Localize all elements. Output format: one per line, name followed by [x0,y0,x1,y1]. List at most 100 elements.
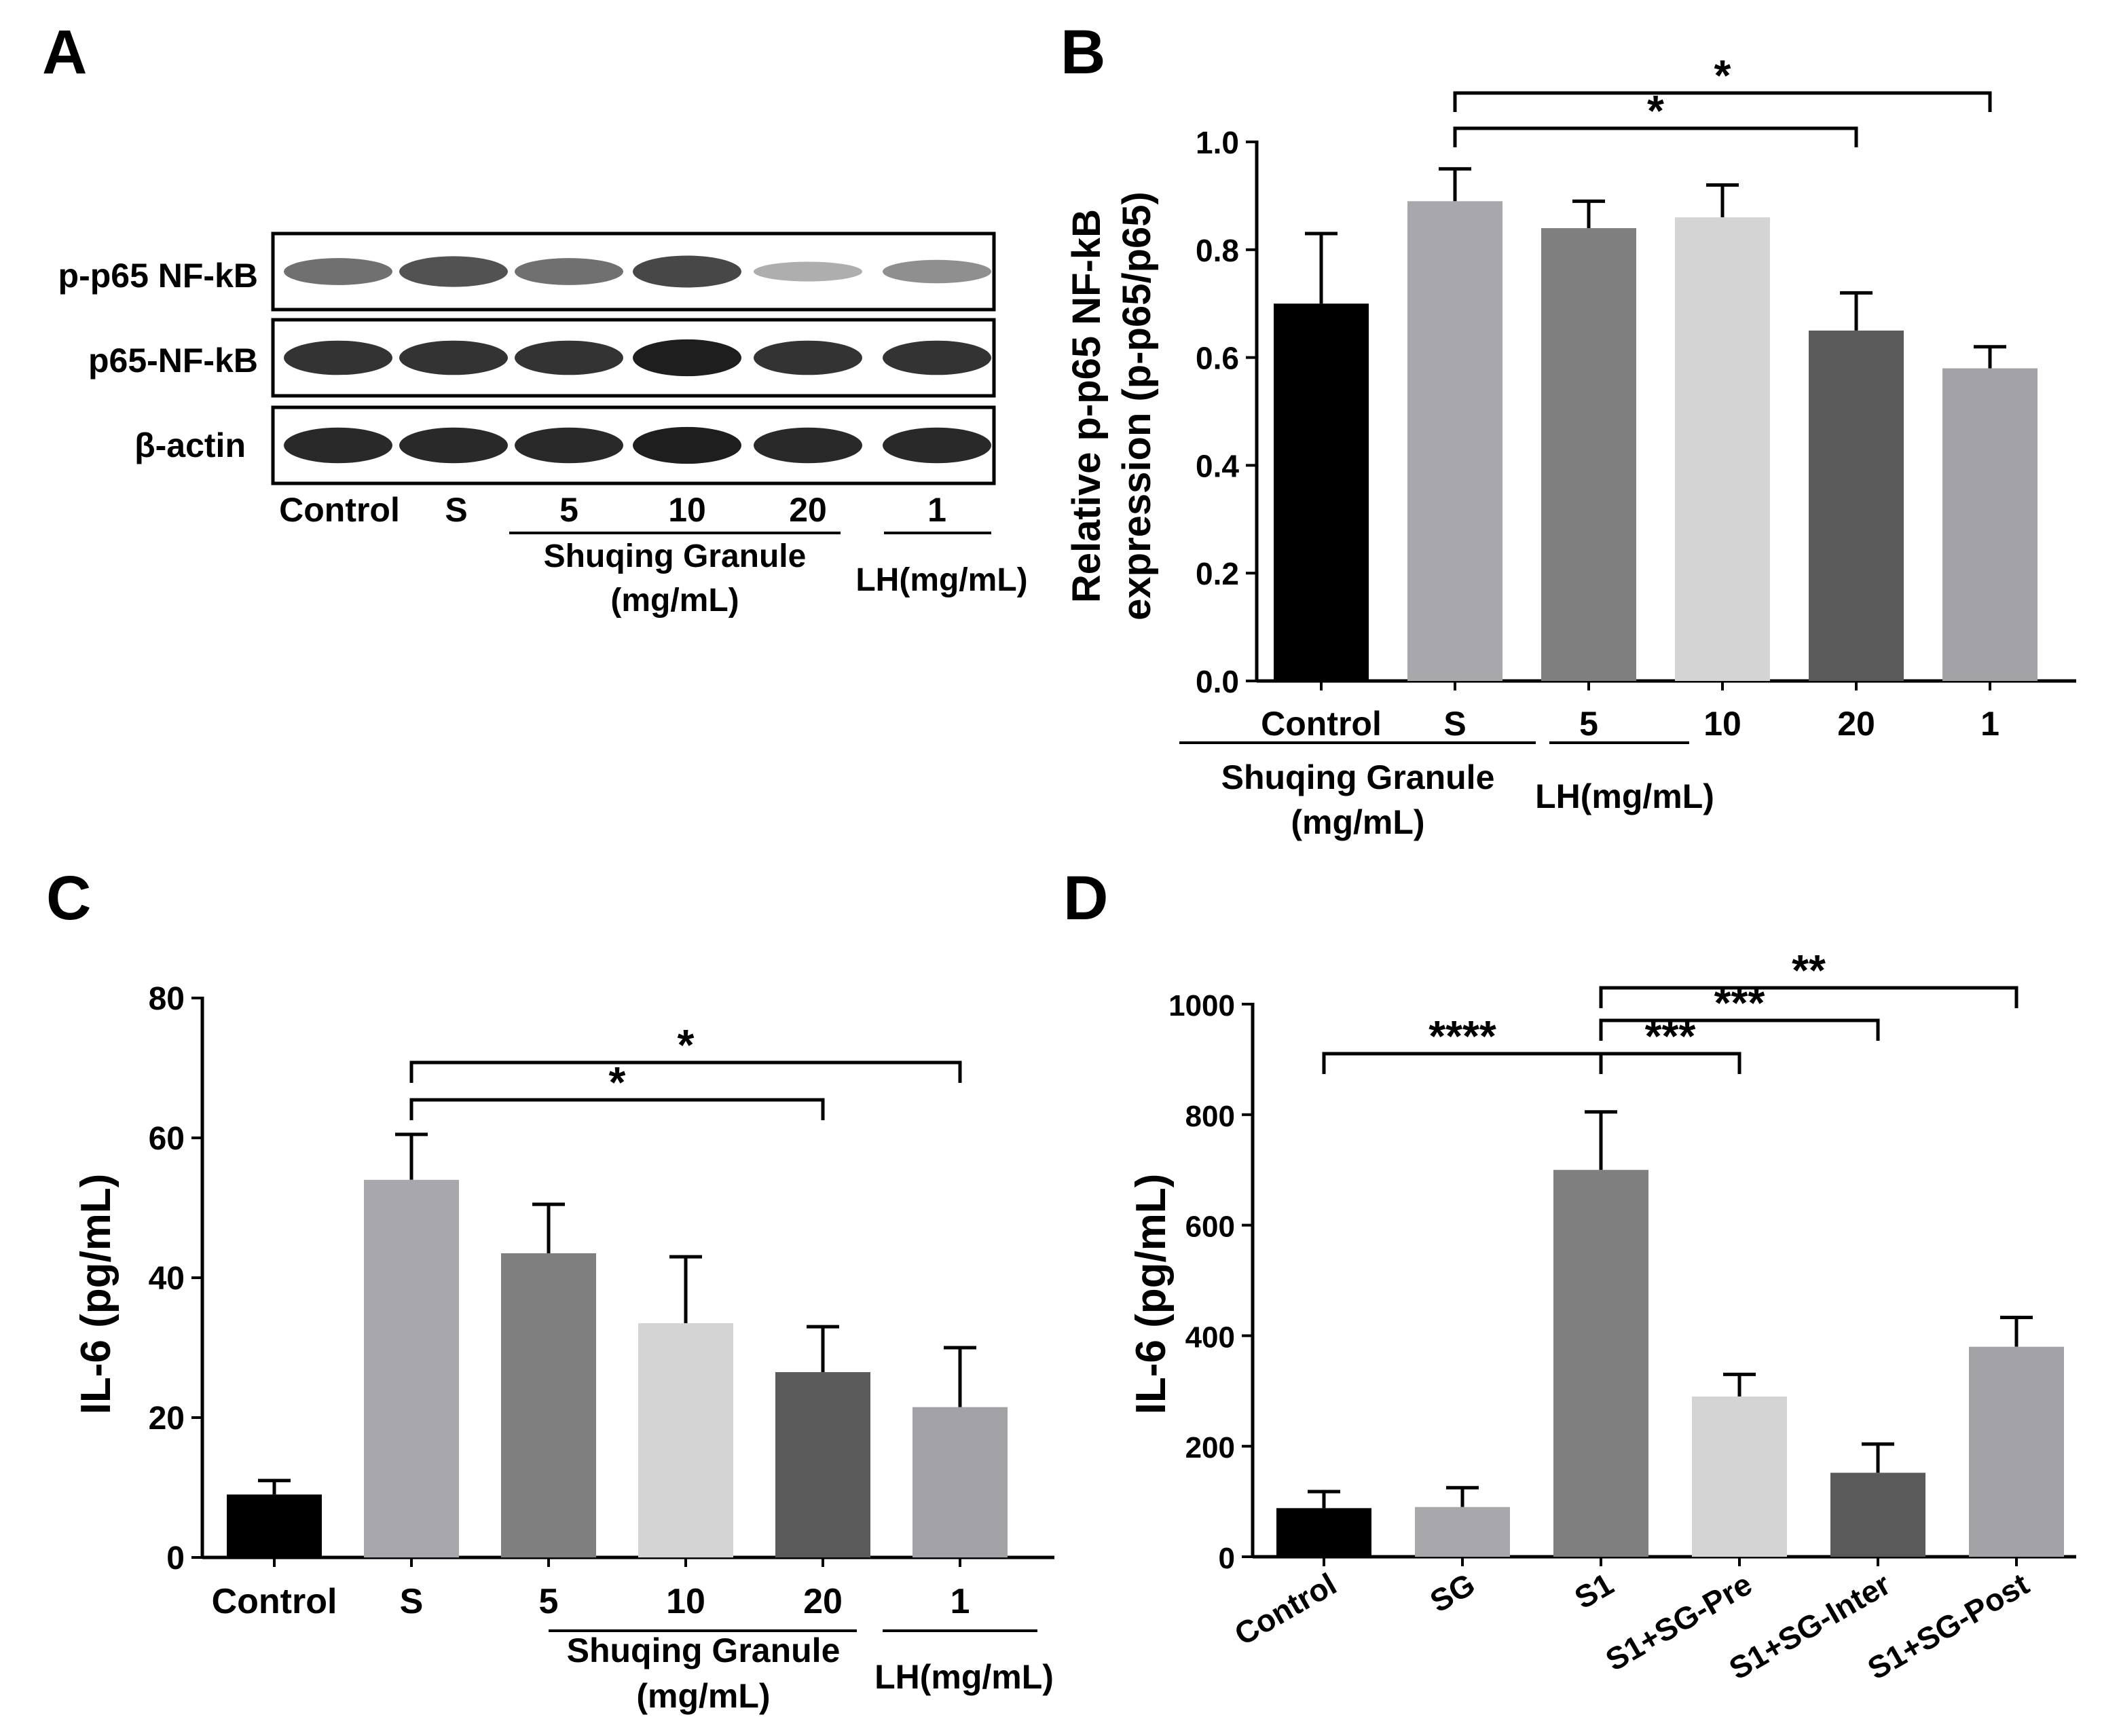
blot-bands [284,255,991,464]
blot-band [399,427,508,464]
y-tick-label: 0.8 [1196,233,1239,268]
blot-band [399,256,508,287]
chart-c-group-units-sg: (mg/mL) [636,1677,770,1715]
bar [775,1372,870,1557]
x-tick-label: S [1443,705,1466,743]
bar [912,1407,1008,1557]
significance-label: **** [1428,1012,1496,1060]
panel-a-letter: A [42,18,87,87]
x-tick-label: 1 [951,1582,970,1621]
x-tick-label: SG [1424,1566,1481,1619]
blot-band [754,427,862,464]
blot-band [284,258,392,285]
y-tick-label: 60 [149,1121,185,1157]
bar [1541,228,1636,681]
bar [501,1253,596,1557]
blot-band [284,340,392,375]
panel-b: B Relative p-p65 NF-kB expression (p-p65… [1061,18,2076,841]
bar [638,1323,733,1557]
bar [1830,1473,1925,1557]
significance-bracket [1453,126,1858,147]
significance-bracket [409,1060,962,1083]
blot-row-label-p-p65: p-p65 NF-kB [58,257,258,295]
x-tick-label: 10 [666,1582,705,1621]
bar [1274,303,1369,681]
blot-row-label-p65: p65-NF-kB [88,341,258,380]
blot-band [633,426,741,464]
bar [364,1179,459,1557]
x-tick-label: 5 [539,1582,559,1621]
significance-bracket [1599,1018,1880,1041]
bar [1809,330,1904,681]
panel-c-letter: C [46,864,91,933]
blot-lane-label: 10 [668,491,706,529]
blot-band [633,255,741,288]
bar [1692,1396,1787,1557]
bar [1553,1170,1648,1557]
y-tick-label: 0.2 [1196,556,1239,591]
blot-band [515,258,623,285]
x-tick-label: 5 [1579,705,1598,743]
y-tick-label: 800 [1185,1100,1235,1133]
x-tick-label: 1 [1980,705,1999,743]
bar [1969,1346,2064,1557]
x-tick-label: Control [1261,705,1382,743]
chart-d-ylabel: IL-6 (pg/mL) [1128,1174,1175,1415]
y-tick-label: 40 [149,1261,185,1297]
panel-d-letter: D [1063,864,1108,933]
chart-c-ylabel: IL-6 (pg/mL) [73,1174,119,1415]
x-tick-label: 10 [1703,705,1741,743]
chart-c-group-label-lh: LH(mg/mL) [874,1658,1054,1696]
x-tick-label: 20 [1837,705,1875,743]
bar [1675,217,1770,681]
y-tick-label: 0.4 [1196,448,1239,483]
y-tick-label: 600 [1185,1211,1235,1244]
blot-band [515,427,623,464]
significance-label: *** [1714,978,1765,1027]
blot-group-units-sg: (mg/mL) [610,583,739,618]
y-tick-label: 400 [1185,1321,1235,1354]
significance-label: * [1714,51,1731,100]
blot-lane-label: 20 [789,491,827,529]
significance-bracket [409,1098,825,1120]
blot-band [399,340,508,375]
blot-band [754,261,862,282]
blot-group-label-sg: Shuqing Granule [544,538,807,574]
chart-c-plot: 0 20 40 60 80 Control S 5 10 20 1 * * [149,981,1054,1621]
chart-b-ylabel-line2: expression (p-p65/p65) [1115,191,1159,621]
significance-label: * [609,1058,626,1107]
y-tick-label: 0.6 [1196,341,1239,376]
blot-band [633,339,741,377]
blot-band [883,427,991,464]
blot-lane-label: Control [279,491,400,529]
blot-band [284,427,392,464]
significance-label: ** [1792,946,1826,995]
y-tick-label: 200 [1185,1431,1235,1464]
panel-a: A p-p65 NF-kB p65-NF-kB β-actin Control … [42,18,1028,618]
blot-band [883,340,991,375]
x-tick-label: S1 [1568,1566,1619,1616]
chart-b-group-units-sg: (mg/mL) [1291,803,1424,841]
y-tick-label: 20 [149,1401,185,1437]
chart-b-ylabel-line1: Relative p-p65 NF-kB [1065,209,1109,603]
blot-lane-label: 1 [927,491,946,529]
x-tick-label: Control [1228,1566,1342,1652]
bar [227,1494,322,1557]
significance-bracket [1599,1052,1741,1074]
panel-b-letter: B [1061,18,1105,87]
y-tick-label: 0.0 [1196,664,1239,699]
blot-lane-label: S [445,491,467,529]
panel-d: D IL-6 (pg/mL) 0 200 400 600 800 1000 Control S… [1063,864,2076,1686]
blot-band [515,340,623,375]
y-tick-label: 0 [1219,1542,1235,1575]
chart-b-group-label-lh: LH(mg/mL) [1535,777,1714,815]
blot-lane-label: 5 [559,491,578,529]
x-tick-label: Control [212,1582,337,1621]
bar [1407,201,1502,682]
y-tick-label: 1.0 [1196,125,1239,160]
bar [1942,368,2038,681]
significance-label: * [678,1020,695,1069]
